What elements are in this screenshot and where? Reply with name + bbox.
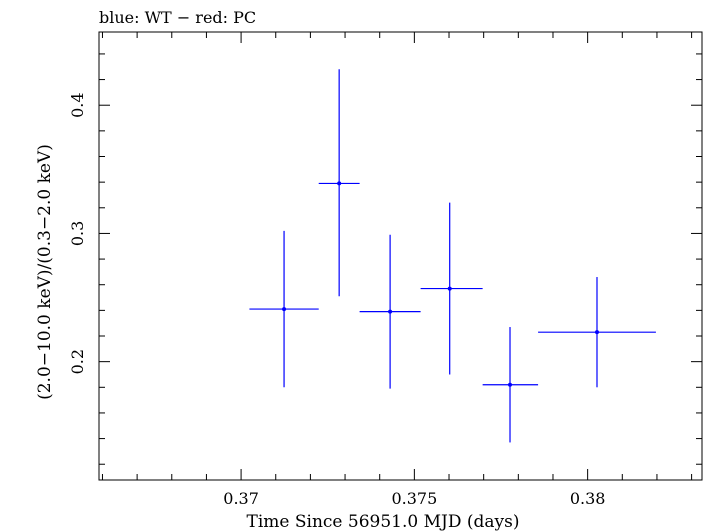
x-tick-label: 0.37 bbox=[223, 489, 259, 508]
x-tick-label: 0.375 bbox=[391, 489, 437, 508]
data-point bbox=[359, 234, 421, 389]
data-point bbox=[538, 277, 656, 388]
y-axis-ticks: 0.2 0.3 0.4 bbox=[68, 53, 702, 465]
y-tick-label: 0.3 bbox=[68, 221, 87, 246]
data-series bbox=[249, 69, 656, 443]
point-marker bbox=[337, 181, 342, 186]
chart-title: blue: WT − red: PC bbox=[99, 8, 256, 27]
plot-frame bbox=[98, 31, 703, 481]
x-axis-label: Time Since 56951.0 MJD (days) bbox=[247, 512, 520, 532]
y-tick-label: 0.4 bbox=[68, 92, 87, 117]
data-point bbox=[318, 69, 360, 297]
point-marker bbox=[388, 309, 393, 314]
y-tick-label: 0.2 bbox=[68, 349, 87, 374]
point-marker bbox=[282, 307, 287, 312]
data-point bbox=[249, 230, 319, 388]
y-axis-label: (2.0−10.0 keV)/(0.3−2.0 keV) bbox=[35, 144, 55, 400]
x-axis-ticks: 0.37 0.375 0.38 bbox=[101, 32, 693, 508]
x-tick-label: 0.38 bbox=[570, 489, 606, 508]
point-marker bbox=[594, 330, 599, 335]
data-point bbox=[482, 327, 539, 443]
point-marker bbox=[447, 286, 452, 291]
data-point bbox=[420, 202, 483, 375]
point-marker bbox=[508, 382, 513, 387]
